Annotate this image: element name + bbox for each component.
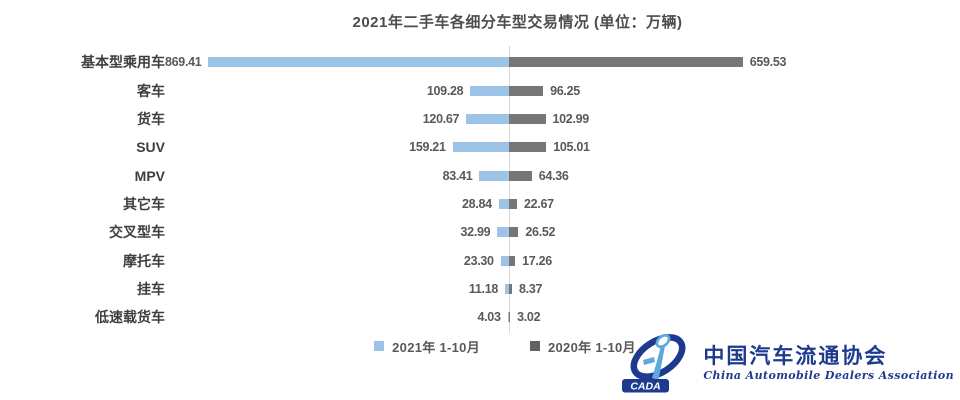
- category-label: 基本型乘用车: [81, 54, 165, 71]
- bar-2020: [509, 85, 544, 96]
- chart-row: 交叉型车 32.99 26.52: [0, 218, 960, 246]
- value-label-2021: 23.30: [463, 253, 494, 268]
- chart-row: 客车 109.28 96.25: [0, 76, 960, 104]
- legend-item-2021: 2021年 1-10月: [374, 337, 480, 356]
- bar-2021: [498, 198, 509, 209]
- bar-2021: [500, 255, 509, 266]
- value-label-2020: 26.52: [525, 225, 556, 240]
- category-label: 交叉型车: [109, 224, 165, 241]
- bar-2020: [509, 227, 519, 238]
- bar-2020: [509, 198, 517, 209]
- chart-row: 其它车 28.84 22.67: [0, 190, 960, 218]
- category-label: MPV: [134, 167, 165, 184]
- category-label: 客车: [137, 82, 165, 99]
- left-bar-zone: 869.41: [165, 55, 509, 69]
- chart-title: 2021年二手车各细分车型交易情况 (单位：万辆): [352, 14, 683, 31]
- cada-logo: CADA 中国汽车流通协会 China Automobile Dealers A…: [621, 332, 954, 394]
- value-label-2020: 659.53: [749, 55, 787, 70]
- value-label-2021: 28.84: [462, 196, 492, 211]
- bar-2021: [452, 142, 509, 153]
- value-label-2020: 17.26: [522, 253, 552, 268]
- left-bar-zone: 120.67: [165, 112, 509, 126]
- bar-2021: [470, 85, 509, 96]
- value-label-2021: 159.21: [409, 140, 446, 155]
- legend: 2021年 1-10月 2020年 1-10月: [50, 337, 960, 356]
- value-label-2020: 8.37: [519, 281, 543, 296]
- bar-2020: [509, 170, 532, 181]
- value-label-2021: 32.99: [460, 225, 491, 240]
- category-label: SUV: [136, 139, 165, 156]
- bar-2021: [505, 283, 509, 294]
- bar-2021: [479, 170, 509, 181]
- value-label-2021: 120.67: [422, 111, 460, 126]
- right-bar-zone: 105.01: [509, 140, 960, 154]
- left-bar-zone: 159.21: [165, 140, 509, 154]
- left-bar-zone: 83.41: [165, 169, 509, 183]
- left-bar-zone: 11.18: [165, 282, 509, 296]
- chart-row: 基本型乘用车 869.41 659.53: [0, 48, 960, 76]
- value-label-2021: 109.28: [426, 83, 464, 98]
- value-label-2020: 105.01: [553, 140, 590, 155]
- value-label-2021: 83.41: [442, 168, 473, 183]
- bar-2021: [208, 57, 509, 68]
- value-label-2021: 869.41: [165, 55, 202, 70]
- bar-2020: [509, 283, 512, 294]
- bar-2021: [497, 227, 509, 238]
- org-name-cn: 中国汽车流通协会: [703, 342, 888, 368]
- legend-swatch-2020-icon: [530, 341, 540, 351]
- right-bar-zone: 659.53: [509, 55, 960, 69]
- value-label-2021: 11.18: [468, 281, 498, 296]
- org-name-en: China Automobile Dealers Association: [703, 369, 954, 383]
- category-label: 其它车: [123, 195, 165, 212]
- value-label-2020: 96.25: [550, 83, 580, 98]
- bar-2020: [509, 113, 546, 124]
- right-bar-zone: 17.26: [509, 254, 960, 268]
- value-label-2020: 22.67: [524, 196, 554, 211]
- chart-row: 挂车 11.18 8.37: [0, 275, 960, 303]
- right-bar-zone: 64.36: [509, 169, 960, 183]
- value-label-2020: 64.36: [538, 168, 569, 183]
- center-axis-line: [509, 46, 510, 333]
- bar-2021: [507, 312, 509, 323]
- category-label: 货车: [137, 110, 165, 127]
- bar-2020: [509, 312, 511, 323]
- legend-item-2020: 2020年 1-10月: [530, 337, 636, 356]
- left-bar-zone: 109.28: [165, 84, 509, 98]
- category-label: 摩托车: [123, 252, 165, 269]
- chart-row: 货车 120.67 102.99: [0, 105, 960, 133]
- cada-emblem-icon: CADA: [622, 333, 686, 393]
- value-label-2021: 4.03: [477, 310, 501, 325]
- legend-swatch-2021-icon: [374, 341, 385, 351]
- chart-rows: 基本型乘用车 869.41 659.53 客车 109.28 96.25 货车 120.67 1…: [0, 48, 960, 331]
- chart-row: 低速载货车 4.03 3.02: [0, 303, 960, 331]
- right-bar-zone: 96.25: [509, 84, 960, 98]
- category-label: 挂车: [137, 280, 165, 297]
- legend-label-2020: 2020年 1-10月: [548, 339, 636, 355]
- right-bar-zone: 102.99: [509, 112, 960, 126]
- left-bar-zone: 32.99: [165, 225, 509, 239]
- left-bar-zone: 4.03: [165, 310, 509, 324]
- chart-row: SUV 159.21 105.01: [0, 133, 960, 161]
- left-bar-zone: 23.30: [165, 254, 509, 268]
- right-bar-zone: 22.67: [509, 197, 960, 211]
- bar-2020: [509, 57, 743, 68]
- right-bar-zone: 3.02: [509, 310, 960, 324]
- cada-badge-text: CADA: [631, 381, 661, 393]
- category-label: 低速载货车: [95, 309, 165, 326]
- bar-2021: [466, 113, 509, 124]
- value-label-2020: 102.99: [552, 111, 590, 126]
- chart-row: MPV 83.41 64.36: [0, 161, 960, 189]
- bar-2020: [509, 255, 516, 266]
- right-bar-zone: 8.37: [509, 282, 960, 296]
- bar-2020: [509, 142, 547, 153]
- legend-label-2021: 2021年 1-10月: [392, 339, 480, 355]
- value-label-2020: 3.02: [517, 310, 541, 325]
- chart-row: 摩托车 23.30 17.26: [0, 246, 960, 274]
- right-bar-zone: 26.52: [509, 225, 960, 239]
- left-bar-zone: 28.84: [165, 197, 509, 211]
